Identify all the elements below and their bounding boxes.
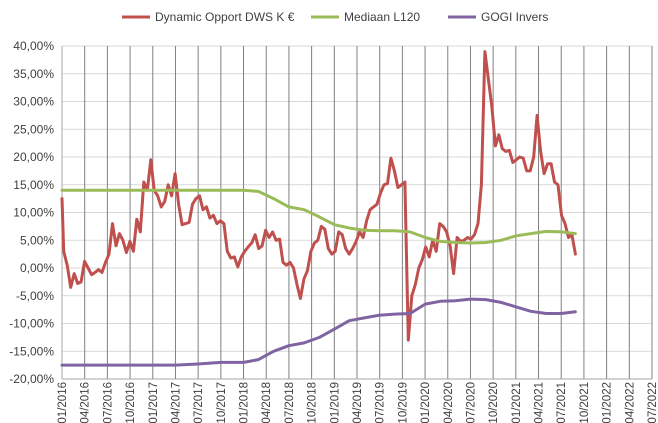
y-axis-ticks: -20,00% -15,00% -10,00% -5,00% 0,00% 5,00% 10,…: [9, 39, 54, 386]
chart-grid: [61, 45, 653, 380]
x-tick-label: 1/07/2016: [102, 382, 114, 423]
x-tick-label: 1/04/2020: [443, 382, 455, 423]
x-tick-label: 1/07/2021: [556, 382, 568, 423]
x-tick-label: 1/01/2017: [148, 382, 160, 423]
x-axis-ticks: 1/01/2016 1/04/2016 1/07/2016 1/10/2016 1/01…: [57, 382, 658, 423]
x-tick-label: 1/07/2019: [375, 382, 387, 423]
x-tick-label: 1/01/2019: [329, 382, 341, 423]
x-tick-label: 1/10/2019: [397, 382, 409, 423]
y-tick-label: 20,00%: [13, 150, 54, 164]
legend-label: Mediaan L120: [344, 10, 420, 24]
series-line-2: [60, 297, 577, 367]
chart-legend: Dynamic Opport DWS K € Mediaan L120 GOGI I…: [122, 10, 548, 24]
x-tick-label: 1/04/2016: [80, 382, 92, 423]
y-tick-label: 40,00%: [13, 39, 54, 53]
y-tick-label: 10,00%: [13, 206, 54, 220]
y-tick-label: 5,00%: [20, 233, 54, 247]
x-tick-label: 1/10/2021: [579, 382, 591, 423]
x-tick-label: 1/01/2016: [57, 382, 69, 423]
y-tick-label: 15,00%: [13, 178, 54, 192]
x-tick-label: 1/04/2021: [534, 382, 546, 423]
y-tick-label: 0,00%: [20, 261, 54, 275]
x-tick-label: 1/04/2019: [352, 382, 364, 423]
x-tick-label: 1/04/2017: [170, 382, 182, 423]
x-tick-label: 1/07/2017: [193, 382, 205, 423]
y-tick-label: 25,00%: [13, 122, 54, 136]
y-tick-label: -5,00%: [16, 289, 54, 303]
x-tick-label: 1/04/2018: [261, 382, 273, 423]
series-line-0: [60, 50, 577, 342]
x-tick-label: 1/10/2017: [216, 382, 228, 423]
x-tick-label: 1/07/2020: [465, 382, 477, 423]
chart-series: [60, 50, 577, 367]
x-tick-label: 1/07/2022: [647, 382, 658, 423]
legend-label: GOGI Invers: [481, 10, 548, 24]
y-tick-label: 30,00%: [13, 95, 54, 109]
x-tick-label: 1/10/2016: [125, 382, 137, 423]
series-line-1: [60, 188, 577, 245]
y-tick-label: -15,00%: [9, 344, 54, 358]
x-tick-label: 1/04/2022: [624, 382, 636, 423]
y-tick-label: -10,00%: [9, 317, 54, 331]
y-tick-label: 35,00%: [13, 67, 54, 81]
y-tick-label: -20,00%: [9, 372, 54, 386]
x-tick-label: 1/01/2020: [420, 382, 432, 423]
x-tick-label: 1/10/2018: [307, 382, 319, 423]
legend-label: Dynamic Opport DWS K €: [155, 10, 295, 24]
x-tick-label: 1/01/2021: [511, 382, 523, 423]
x-tick-label: 1/01/2018: [239, 382, 251, 423]
x-tick-label: 1/10/2020: [488, 382, 500, 423]
x-tick-label: 1/07/2018: [284, 382, 296, 423]
x-tick-label: 1/01/2022: [602, 382, 614, 423]
